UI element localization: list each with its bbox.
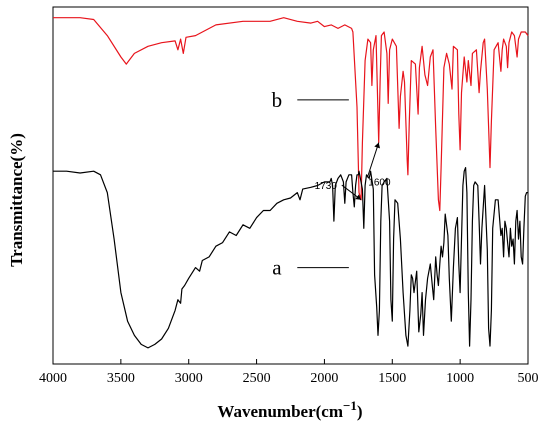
x-tick-label: 1500: [378, 371, 406, 386]
annotation-1600: 1600: [368, 178, 391, 189]
annotation-arrow-line: [366, 142, 380, 178]
annotations: 1730 1600: [315, 142, 391, 201]
x-axis-title-sup: −1: [343, 398, 357, 413]
x-tick-label: 2500: [243, 371, 271, 386]
series-line-a: [53, 167, 528, 349]
x-tick-label: 500: [518, 371, 539, 386]
x-axis-title-main: Wavenumber(cm: [217, 402, 343, 421]
y-axis-title: Transmittance(%): [7, 133, 26, 267]
series-label-b: b: [272, 88, 283, 112]
plot-frame: [52, 6, 529, 365]
series-label-a: a: [272, 256, 282, 280]
x-tick-label: 1000: [446, 371, 474, 386]
x-tick-label: 3500: [107, 371, 135, 386]
x-tick-label: 3000: [175, 371, 203, 386]
series-curves: [53, 17, 529, 349]
x-tick-label: 4000: [39, 371, 67, 386]
annotation-arrow-head: [374, 142, 381, 149]
x-tick-label: 2000: [310, 371, 338, 386]
x-axis-title: Wavenumber(cm−1): [217, 398, 362, 421]
series-line-b: [53, 17, 529, 212]
series-labels: ba: [272, 88, 349, 280]
annotation-arrow-head: [355, 194, 362, 200]
annotation-1730: 1730: [315, 181, 338, 192]
x-axis-title-close: ): [357, 402, 363, 421]
x-ticks: 4000 3500 3000 2500 2000 1500 1000 500: [39, 359, 539, 386]
